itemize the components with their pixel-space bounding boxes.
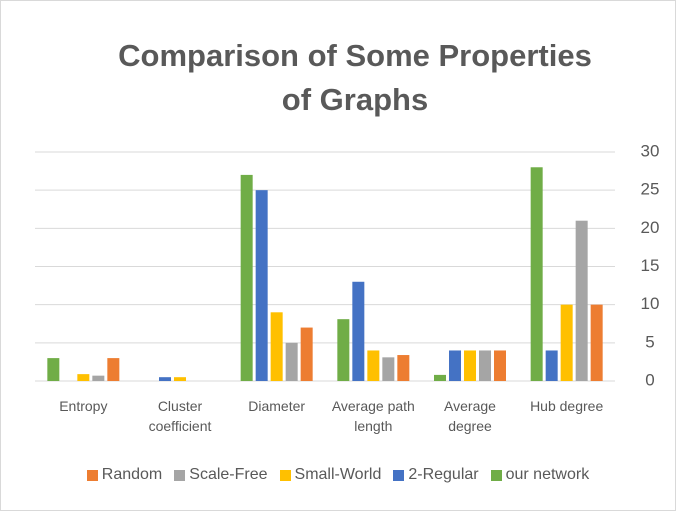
y-tick-label: 25 — [641, 180, 660, 199]
legend-item: Random — [86, 466, 163, 484]
bar — [464, 350, 476, 381]
bar — [174, 377, 186, 381]
bar — [530, 167, 543, 381]
legend-label: 2-Regular — [408, 466, 479, 483]
bar — [240, 174, 253, 381]
legend-item: Small-World — [279, 466, 382, 484]
y-tick-label: 5 — [645, 332, 654, 351]
bar — [590, 304, 603, 381]
bar — [479, 350, 491, 381]
legend-swatch — [86, 469, 98, 481]
bar — [159, 377, 171, 381]
legend-item: 2-Regular — [393, 466, 479, 484]
bar — [285, 342, 298, 381]
bar — [434, 374, 446, 381]
y-tick-label: 0 — [645, 370, 654, 389]
bar — [300, 327, 313, 381]
x-tick-label: Average degree — [444, 398, 496, 434]
x-tick-label: Hub degree — [530, 398, 604, 414]
bar — [270, 312, 283, 381]
legend-label: Small-World — [294, 466, 382, 483]
legend-label: our network — [505, 466, 590, 483]
x-tick-label: Cluster coefficient — [148, 398, 212, 434]
y-tick-label: 10 — [641, 294, 660, 313]
chart-title: Comparison of Some Properties of Graphs — [118, 38, 592, 117]
bar — [397, 355, 410, 381]
bar — [337, 319, 350, 381]
bar — [382, 357, 395, 381]
bar — [255, 190, 268, 381]
bar — [92, 375, 105, 381]
legend-label: Scale-Free — [189, 466, 268, 483]
legend-item: Scale-Free — [174, 466, 268, 484]
bar — [367, 350, 380, 381]
bar — [545, 350, 558, 381]
x-tick-label: Average path length — [331, 398, 415, 434]
bar — [77, 374, 90, 381]
y-tick-label: 30 — [641, 141, 660, 160]
bar — [494, 350, 506, 381]
bar — [352, 281, 365, 381]
bar — [560, 304, 573, 381]
legend-swatch — [279, 469, 291, 481]
legend-swatch — [393, 469, 405, 481]
bar — [107, 358, 120, 381]
bar — [575, 220, 588, 381]
legend-item: our network — [490, 466, 590, 484]
legend-swatch — [490, 469, 502, 481]
legend: Random Scale-Free Small-World 2-Regular our … — [0, 466, 676, 484]
legend-swatch — [174, 469, 186, 481]
y-tick-label: 15 — [641, 256, 660, 275]
x-tick-label: Entropy — [59, 398, 108, 414]
bar — [449, 350, 461, 381]
bar — [47, 358, 60, 381]
x-tick-label: Diameter — [248, 398, 306, 414]
y-tick-label: 20 — [641, 218, 660, 237]
legend-label: Random — [101, 466, 163, 483]
